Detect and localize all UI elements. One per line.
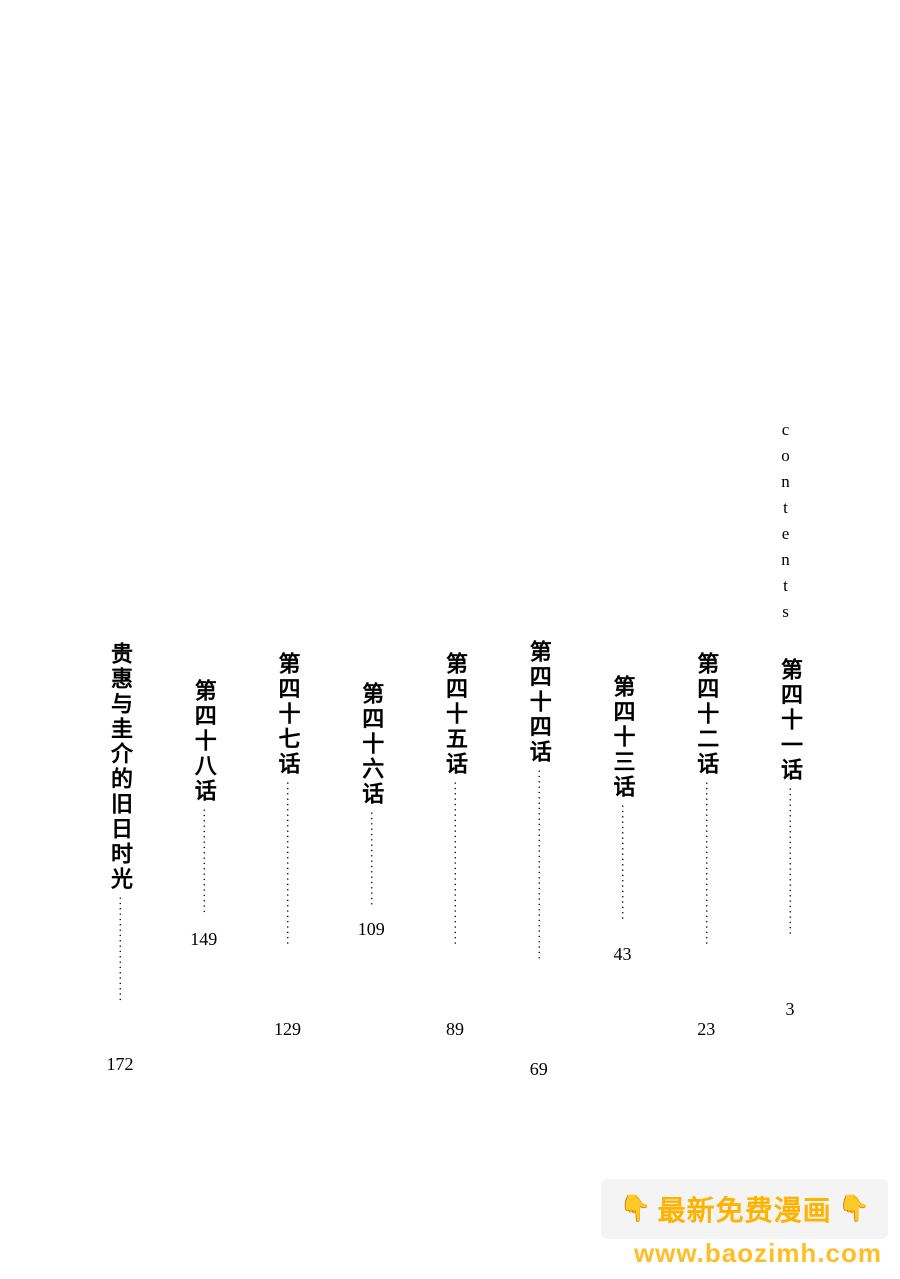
toc-entry-title: 第四十四话: [523, 640, 555, 765]
toc-entry: 第四十五话 ······························· 89: [435, 640, 475, 1040]
toc-entry: 第四十八话 ···················· 149: [184, 640, 224, 950]
toc-entry: 第四十三话 ······················ 43: [603, 640, 643, 965]
toc-entry-page: 23: [697, 1019, 715, 1040]
toc-leader-dots: ····································: [531, 769, 547, 1055]
toc-entry-title: 贵惠与圭介的旧日时光: [104, 642, 136, 892]
toc-entry-title: 第四十八话: [188, 679, 220, 804]
toc-entry-page: 3: [786, 999, 795, 1020]
toc-leader-dots: ····························: [782, 787, 798, 995]
toc-entry-page: 69: [530, 1059, 548, 1080]
toc-entry-page: 89: [446, 1019, 464, 1040]
toc-entry: 第四十四话 ···································…: [519, 640, 559, 1080]
toc-leader-dots: ······················: [615, 804, 631, 941]
toc-entry: 第四十一话 ···························· 3: [770, 640, 810, 1020]
banner-text: 最新免费漫画: [658, 1189, 832, 1229]
toc-entry-title: 第四十三话: [607, 675, 639, 800]
toc-leader-dots: ·······························: [447, 781, 463, 1015]
toc-entry-page: 43: [614, 944, 632, 965]
toc-leader-dots: ·······························: [698, 781, 714, 1015]
toc-entry-title: 第四十二话: [690, 652, 722, 777]
toc-entry-title: 第四十七话: [272, 652, 304, 777]
toc-entry: 第四十二话 ······························· 23: [686, 640, 726, 1040]
toc-leader-dots: ····················: [112, 896, 128, 1051]
contents-vertical-label: contents: [775, 420, 795, 628]
table-of-contents: 第四十一话 ···························· 3 第四十二话 ·…: [100, 640, 810, 1160]
toc-entry: 第四十七话 ······························· 129: [268, 640, 308, 1040]
pointing-down-icon: 👇: [838, 1194, 870, 1224]
toc-entry-title: 第四十一话: [774, 658, 806, 783]
toc-entry-page: 109: [358, 919, 385, 940]
toc-entry-title: 第四十六话: [355, 682, 387, 807]
watermark-url: www.baozimh.com: [634, 1238, 882, 1269]
toc-entry: 第四十六话 ·················· 109: [351, 640, 391, 940]
toc-leader-dots: ·······························: [280, 781, 296, 1015]
toc-entry-page: 172: [107, 1054, 134, 1075]
toc-entry-page: 129: [274, 1019, 301, 1040]
toc-leader-dots: ····················: [196, 808, 212, 925]
toc-entry-title: 第四十五话: [439, 652, 471, 777]
pointing-down-icon: 👇: [619, 1194, 651, 1224]
watermark-banner: 👇 最新免费漫画 👇: [601, 1179, 888, 1239]
toc-leader-dots: ··················: [363, 811, 379, 915]
toc-entry-page: 149: [190, 929, 217, 950]
toc-entry: 贵惠与圭介的旧日时光 ···················· 172: [100, 640, 140, 1075]
